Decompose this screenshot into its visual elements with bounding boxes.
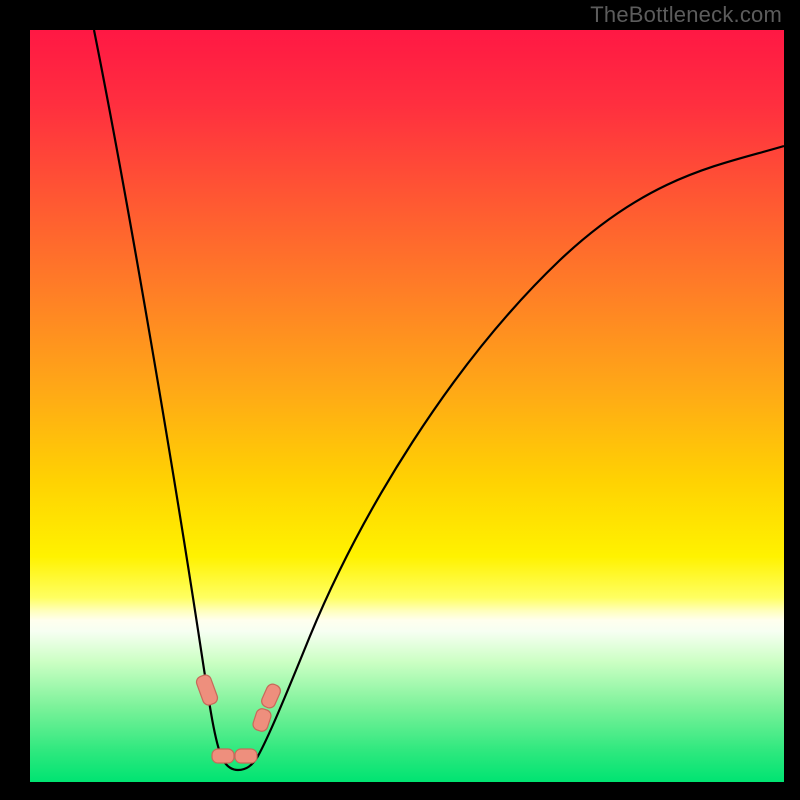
watermark-text: TheBottleneck.com	[590, 2, 782, 28]
marker	[212, 749, 234, 763]
marker	[235, 749, 257, 763]
bottleneck-chart	[0, 0, 800, 800]
gradient-background	[30, 30, 784, 782]
